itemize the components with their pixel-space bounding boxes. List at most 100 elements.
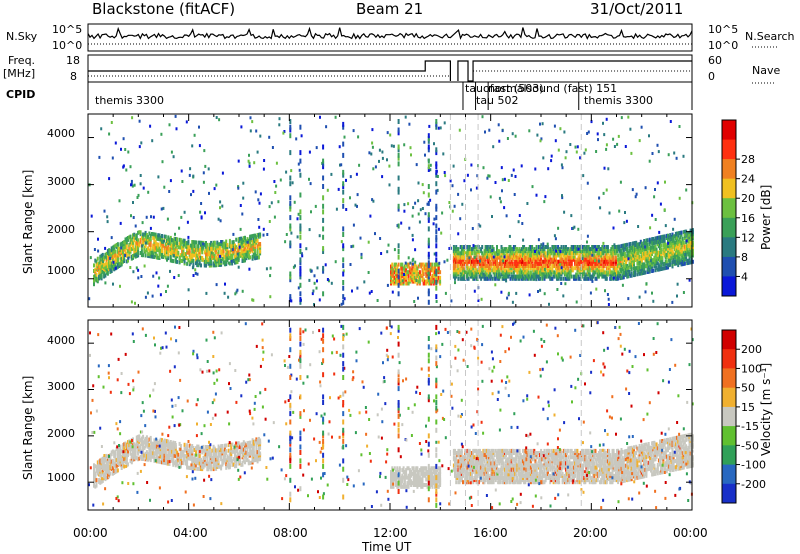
data-cell bbox=[625, 262, 628, 267]
data-cell bbox=[154, 451, 157, 456]
data-cell bbox=[689, 260, 692, 265]
data-cell bbox=[212, 252, 215, 257]
data-cell bbox=[392, 144, 395, 148]
data-cell bbox=[94, 464, 97, 469]
data-cell bbox=[608, 255, 611, 260]
data-cell bbox=[207, 450, 210, 455]
data-cell bbox=[220, 259, 223, 263]
data-cell bbox=[254, 233, 257, 238]
data-cell bbox=[646, 253, 649, 258]
data-cell bbox=[526, 255, 529, 260]
data-cell bbox=[562, 294, 565, 298]
data-cell bbox=[98, 463, 101, 468]
data-cell bbox=[691, 232, 694, 237]
data-cell bbox=[105, 459, 108, 464]
data-cell bbox=[637, 250, 640, 255]
data-cell bbox=[205, 252, 207, 257]
data-cell bbox=[503, 247, 506, 252]
data-cell bbox=[565, 255, 567, 260]
data-cell bbox=[309, 268, 312, 272]
data-cell bbox=[519, 253, 522, 258]
data-cell bbox=[427, 226, 430, 232]
data-cell bbox=[673, 242, 676, 247]
data-cell bbox=[518, 272, 521, 277]
data-cell bbox=[512, 264, 515, 268]
data-cell bbox=[221, 247, 224, 252]
data-cell bbox=[171, 458, 173, 463]
data-cell bbox=[510, 259, 513, 264]
data-cell bbox=[567, 268, 570, 273]
data-cell bbox=[508, 257, 511, 262]
data-cell bbox=[574, 245, 577, 249]
data-cell bbox=[669, 120, 672, 123]
data-cell bbox=[370, 290, 373, 293]
data-cell bbox=[248, 164, 251, 168]
data-cell bbox=[636, 255, 639, 260]
data-cell bbox=[342, 181, 345, 187]
data-cell bbox=[144, 436, 147, 441]
data-cell bbox=[484, 261, 487, 266]
data-cell bbox=[278, 123, 281, 127]
data-cell bbox=[577, 247, 580, 251]
data-cell bbox=[625, 219, 628, 223]
data-cell bbox=[285, 170, 288, 174]
data-cell bbox=[597, 259, 600, 263]
data-cell bbox=[163, 245, 166, 250]
data-cell bbox=[578, 276, 581, 281]
data-cell bbox=[670, 237, 673, 242]
data-cell bbox=[413, 268, 416, 273]
data-cell bbox=[630, 252, 633, 257]
data-cell bbox=[137, 268, 140, 272]
data-cell bbox=[610, 274, 613, 279]
data-cell bbox=[322, 234, 325, 240]
xtick-3: 12:00 bbox=[373, 526, 408, 540]
data-cell bbox=[443, 260, 446, 264]
data-cell bbox=[536, 133, 539, 137]
data-cell bbox=[489, 261, 492, 266]
data-cell bbox=[101, 462, 104, 467]
data-cell bbox=[148, 454, 151, 459]
data-cell bbox=[663, 242, 666, 247]
data-cell bbox=[193, 244, 196, 248]
data-cell bbox=[106, 462, 109, 467]
data-cell bbox=[135, 455, 138, 460]
data-cell bbox=[654, 253, 657, 258]
data-cell bbox=[181, 253, 184, 258]
data-cell bbox=[556, 266, 558, 271]
data-cell bbox=[663, 266, 666, 271]
data-cell bbox=[123, 257, 126, 262]
data-cell bbox=[431, 273, 434, 278]
data-cell bbox=[523, 255, 526, 260]
data-cell bbox=[166, 246, 168, 251]
data-cell bbox=[480, 266, 483, 271]
data-cell bbox=[289, 240, 292, 246]
data-cell bbox=[488, 128, 491, 132]
data-cell bbox=[454, 253, 456, 258]
data-cell bbox=[510, 251, 513, 256]
data-cell bbox=[498, 255, 501, 260]
data-cell bbox=[511, 274, 514, 279]
data-cell bbox=[357, 135, 360, 139]
data-cell bbox=[682, 240, 685, 245]
data-cell bbox=[234, 292, 237, 296]
data-cell bbox=[114, 257, 117, 261]
data-cell bbox=[96, 277, 99, 282]
data-cell bbox=[185, 120, 188, 124]
data-cell bbox=[454, 249, 456, 254]
data-cell bbox=[191, 449, 194, 454]
data-cell bbox=[208, 246, 211, 251]
data-cell bbox=[137, 434, 140, 439]
data-cell bbox=[132, 201, 134, 204]
data-cell bbox=[688, 254, 691, 259]
data-cell bbox=[435, 243, 438, 249]
data-cell bbox=[582, 174, 585, 178]
data-cell bbox=[599, 272, 601, 277]
data-cell bbox=[619, 250, 622, 255]
data-cell bbox=[397, 152, 400, 158]
data-cell bbox=[549, 253, 552, 258]
data-cell bbox=[125, 450, 128, 455]
data-cell bbox=[687, 258, 690, 263]
data-cell bbox=[193, 240, 196, 245]
data-cell bbox=[545, 255, 548, 260]
data-cell bbox=[120, 241, 123, 246]
